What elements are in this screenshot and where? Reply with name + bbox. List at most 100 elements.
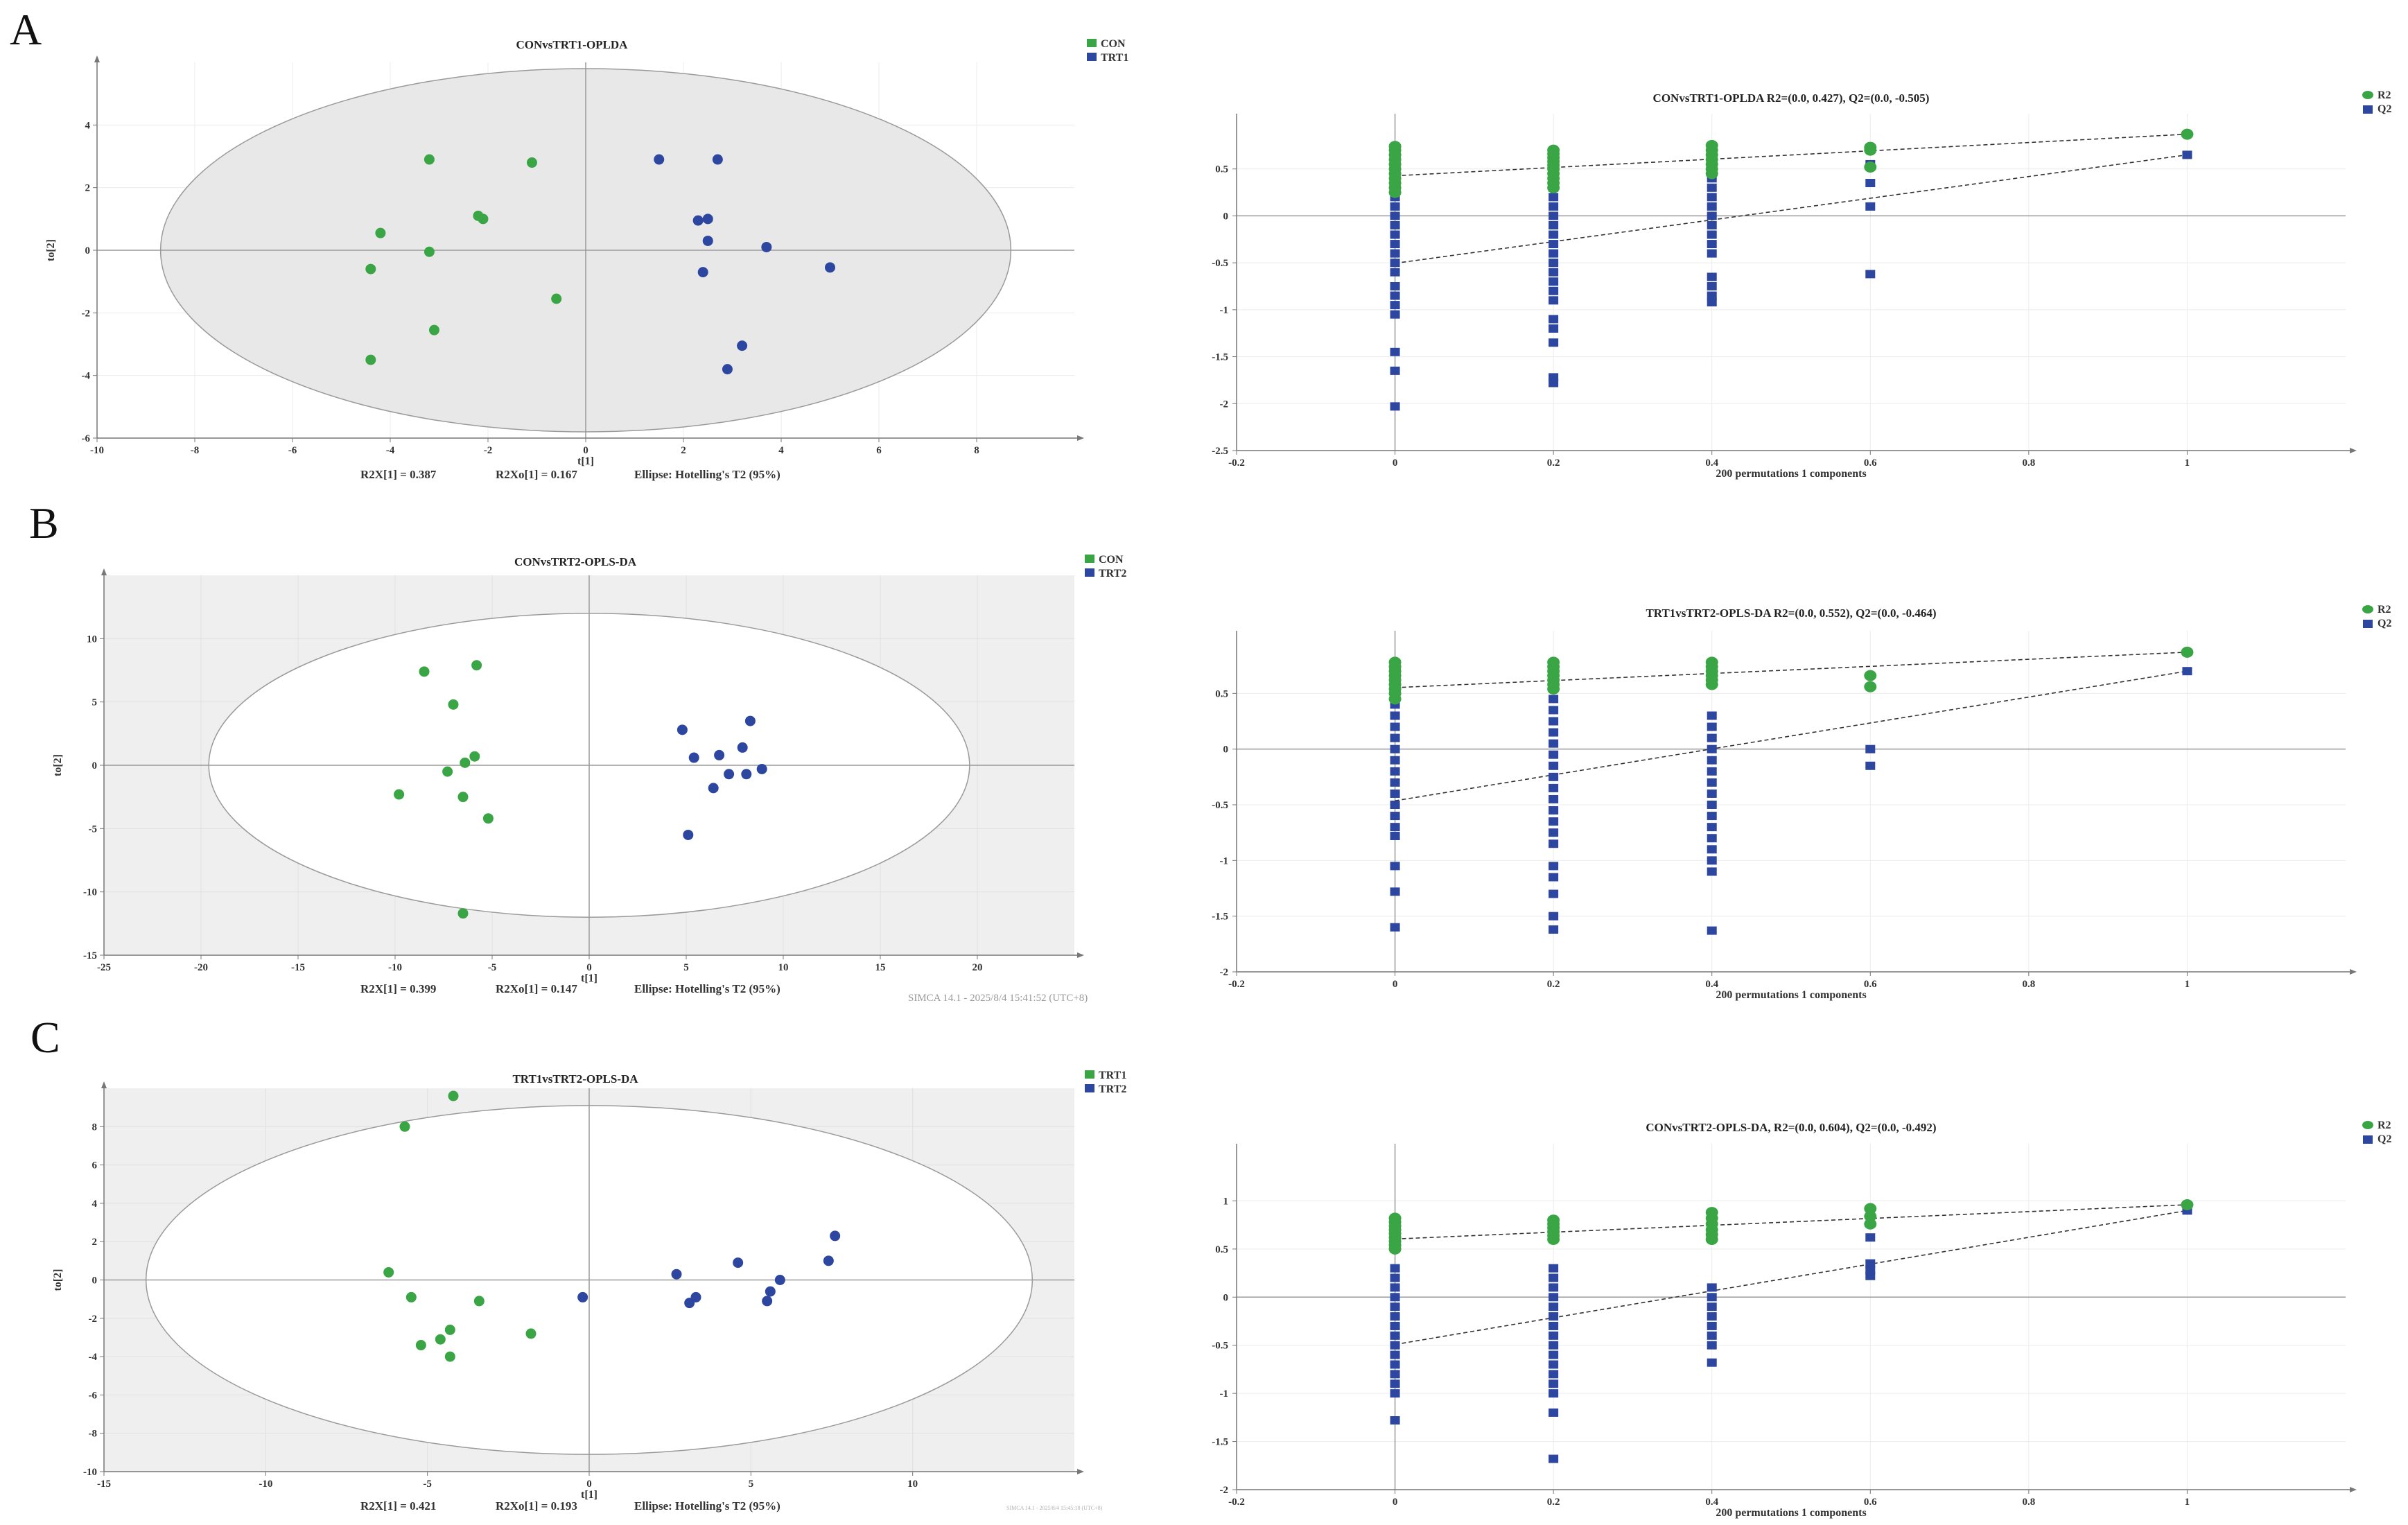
y-tick-label: -0.5	[1212, 1341, 1228, 1352]
q2-point	[1548, 220, 1559, 229]
q2-point	[1548, 912, 1559, 921]
q2-point	[1390, 778, 1400, 787]
footer-stat: Ellipse: Hotelling's T2 (95%)	[634, 982, 780, 995]
score-point-trt2	[733, 1257, 744, 1269]
y-tick-label: -6	[89, 1390, 98, 1401]
q2-point	[1707, 298, 1717, 307]
x-tick-label: 4	[778, 445, 784, 456]
footer-stat: R2Xo[1] = 0.167	[496, 468, 577, 481]
y-tick-label: 4	[92, 1199, 98, 1210]
score-point-trt1	[761, 241, 772, 252]
x-tick-label: -5	[488, 962, 497, 973]
q2-point	[1390, 1312, 1400, 1321]
score-point-con	[469, 751, 480, 762]
y-tick-label: -4	[82, 371, 91, 382]
x-tick-label: 0	[586, 1479, 592, 1490]
x-tick-label: 5	[683, 962, 689, 973]
score-point-con	[457, 908, 469, 919]
panel-label-a: A	[10, 5, 42, 54]
legend-label-r2: R2	[2378, 604, 2391, 616]
x-tick-label: 0.2	[1547, 1497, 1560, 1508]
legend-swatch-q2	[2363, 105, 2373, 114]
score-point-trt1	[525, 1328, 536, 1339]
q2-point	[1548, 772, 1559, 781]
score-point-con	[424, 154, 435, 165]
q2-point	[1865, 1233, 1876, 1242]
score-point-trt2	[830, 1230, 841, 1241]
y-tick-label: 10	[87, 634, 97, 645]
legend-label: TRT2	[1099, 1083, 1126, 1095]
score-point-con	[482, 813, 494, 824]
x-tick-label: 0.4	[1705, 1497, 1718, 1508]
q2-point	[1548, 1408, 1559, 1417]
q2-point	[1390, 220, 1400, 229]
q2-point	[1390, 862, 1400, 871]
q2-point	[1707, 778, 1717, 787]
score-point-trt2	[737, 742, 748, 753]
footer-stat: R2X[1] = 0.387	[360, 468, 437, 481]
q2-point	[1548, 806, 1559, 815]
score-point-trt1	[435, 1334, 446, 1345]
footer-stat: R2Xo[1] = 0.193	[496, 1499, 577, 1513]
q2-point	[1707, 202, 1717, 211]
legend-label: TRT1	[1101, 52, 1128, 64]
q2-point	[1390, 202, 1400, 211]
q2-point	[1707, 789, 1717, 798]
y-tick-label: -10	[83, 887, 97, 898]
score-point-trt1	[697, 267, 708, 278]
chart-title: CONvsTRT1-OPLDA R2=(0.0, 0.427), Q2=(0.0…	[1653, 92, 1930, 105]
y-tick-label: 0	[85, 245, 91, 256]
q2-point	[1548, 1312, 1559, 1321]
x-tick-label: -15	[97, 1479, 111, 1490]
q2-point	[1707, 767, 1717, 776]
q2-point	[1390, 1283, 1400, 1292]
q2-point	[1390, 301, 1400, 310]
q2-point	[1865, 761, 1876, 770]
q2-point	[1548, 324, 1559, 333]
r2-point	[2181, 646, 2194, 658]
q2-point	[1390, 812, 1400, 821]
q2-point	[1390, 1293, 1400, 1302]
q2-point	[1707, 272, 1717, 281]
q2-point	[1390, 1370, 1400, 1379]
y-tick-label: -2	[1220, 967, 1229, 978]
q2-point	[1390, 1264, 1400, 1273]
y-tick-label: 0	[1223, 1292, 1229, 1303]
x-tick-label: 0.8	[2022, 1497, 2035, 1508]
q2-point	[1548, 817, 1559, 826]
q2-point	[1707, 249, 1717, 258]
x-tick-label: 0.6	[1864, 979, 1877, 990]
q2-point	[1390, 1360, 1400, 1369]
y-tick-label: -1	[1220, 1388, 1229, 1400]
q2-point	[1548, 259, 1559, 268]
x-tick-label: 5	[749, 1479, 754, 1490]
score-point-trt1	[712, 154, 723, 165]
r2-regression-line	[1395, 652, 2188, 688]
score-point-con	[365, 263, 376, 274]
q2-point	[1390, 1350, 1400, 1359]
score-point-trt2	[724, 769, 735, 780]
legend-label: TRT1	[1099, 1070, 1126, 1081]
q2-point	[1548, 828, 1559, 837]
footer-stat: R2X[1] = 0.399	[360, 982, 436, 995]
q2-point	[1390, 733, 1400, 742]
y-tick-label: -15	[83, 950, 97, 961]
x-axis-label: t[1]	[577, 455, 594, 467]
q2-point	[1390, 801, 1400, 809]
q2-point	[1390, 211, 1400, 220]
y-axis-label: to[2]	[45, 239, 57, 261]
y-tick-label: 2	[85, 183, 91, 194]
score-point-con	[460, 757, 471, 768]
x-tick-label: -10	[90, 445, 104, 456]
q2-point	[1390, 347, 1400, 356]
score-point-con	[375, 227, 386, 238]
r2-point	[1864, 1210, 1877, 1222]
q2-point	[1548, 739, 1559, 748]
q2-point	[1548, 1454, 1559, 1463]
q2-point	[1707, 733, 1717, 742]
q2-point	[1548, 1341, 1559, 1350]
y-tick-label: 0	[1223, 211, 1229, 222]
q2-point	[1548, 1389, 1559, 1398]
x-axis-arrow	[2350, 1487, 2357, 1492]
y-tick-label: 5	[92, 697, 98, 708]
